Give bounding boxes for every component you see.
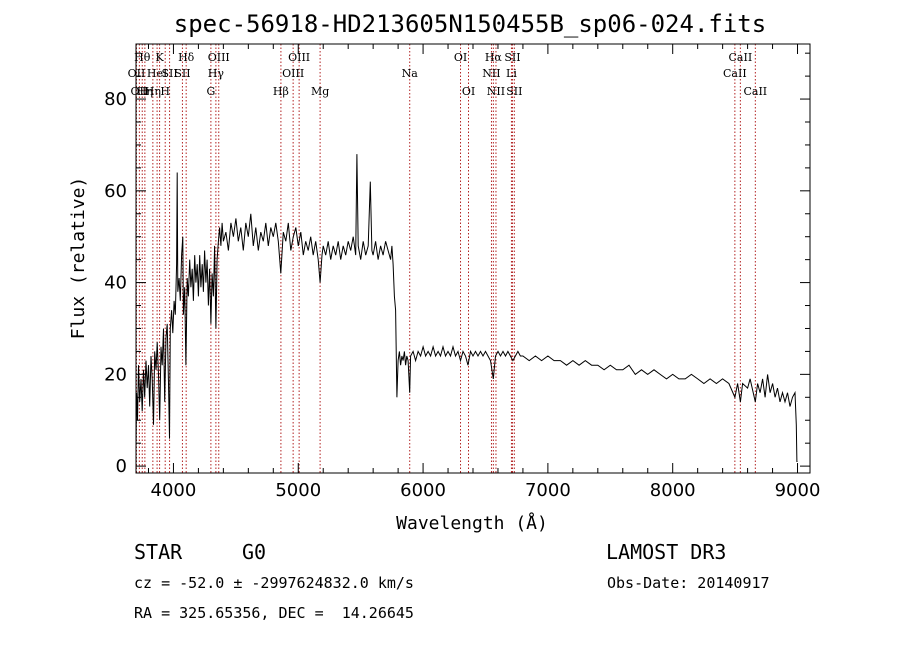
object-subclass: G0 [242, 540, 267, 564]
y-tick-label: 80 [104, 89, 127, 110]
y-tick-label: 40 [104, 273, 127, 294]
x-axis-label: Wavelength (Å) [396, 512, 548, 534]
y-axis-ticks: 0 20 40 60 80 [104, 52, 810, 477]
line-label: Hγ [208, 67, 225, 80]
line-label: SII [506, 85, 522, 98]
line-label: OII [131, 85, 149, 98]
object-class: STAR [134, 540, 183, 564]
line-label: NII [487, 85, 505, 98]
line-label: H [160, 85, 170, 98]
line-label: Hη [145, 85, 161, 98]
x-tick-label: 9000 [775, 480, 821, 501]
line-label: Li [506, 67, 517, 80]
x-tick-label: 4000 [151, 480, 197, 501]
line-label: Na [402, 67, 419, 80]
spectral-line-labels: OIIOIIHθHηHηHeIKHSIISIIHδGHγOIIIHβOIIIOI… [128, 51, 768, 98]
line-label: Mg [311, 85, 329, 98]
line-label: OI [462, 85, 475, 98]
survey-name: LAMOST DR3 [606, 540, 727, 564]
line-label: Hβ [273, 85, 289, 98]
x-axis-ticks: 4000 5000 6000 7000 8000 9000 [147, 44, 821, 501]
y-tick-label: 0 [116, 456, 127, 477]
line-label: Hη [137, 85, 153, 98]
line-label: Hθ [134, 51, 151, 64]
line-label: SII [504, 51, 520, 64]
line-label: K [155, 51, 164, 64]
line-label: SII [161, 67, 177, 80]
line-label: CaII [729, 51, 753, 64]
spectral-line-markers [135, 44, 756, 473]
line-label: OIII [282, 67, 304, 80]
observation-date: Obs-Date: 20140917 [607, 574, 770, 592]
x-tick-label: 5000 [275, 480, 321, 501]
y-tick-label: 60 [104, 181, 127, 202]
redshift-velocity: cz = -52.0 ± -2997624832.0 km/s [134, 574, 414, 592]
line-label: CaII [743, 85, 767, 98]
line-label: OI [454, 51, 467, 64]
line-label: NII [482, 67, 500, 80]
y-tick-label: 20 [104, 364, 127, 385]
line-label: G [206, 85, 215, 98]
line-label: CaII [723, 67, 747, 80]
line-label: Hδ [178, 51, 195, 64]
coordinates: RA = 325.65356, DEC = 14.26645 [134, 604, 414, 622]
spectrum-line [135, 154, 798, 462]
line-label: Hα [485, 51, 503, 64]
chart-title: spec-56918-HD213605N150455B_sp06-024.fit… [174, 10, 766, 38]
line-label: HeI [147, 67, 167, 80]
x-tick-label: 7000 [525, 480, 571, 501]
line-label: SII [174, 67, 190, 80]
x-tick-label: 6000 [400, 480, 446, 501]
x-tick-label: 8000 [650, 480, 696, 501]
line-label: OIII [288, 51, 310, 64]
plot-frame [135, 43, 811, 474]
y-axis-label: Flux (relative) [68, 177, 89, 340]
line-label: OIII [208, 51, 230, 64]
